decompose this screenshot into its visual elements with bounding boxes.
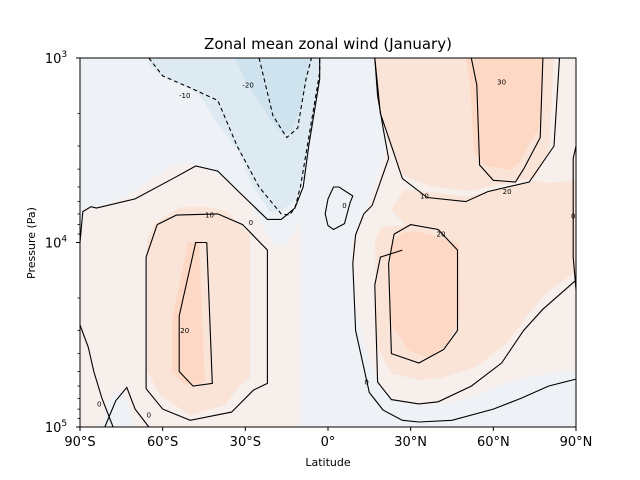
contour-line-0-6 bbox=[324, 186, 354, 231]
contour-line-20-12 bbox=[388, 224, 459, 364]
contour-label: 20 bbox=[437, 231, 446, 239]
contour-line-20-13 bbox=[470, 57, 544, 183]
contour-line-0-7 bbox=[572, 145, 577, 290]
contour-line-10-10 bbox=[374, 249, 577, 405]
y-tick-label: 104 bbox=[45, 235, 68, 252]
contour-line-0-4 bbox=[79, 324, 114, 428]
x-tick-label: 60°S bbox=[147, 435, 178, 450]
contour-label: 20 bbox=[503, 188, 512, 196]
fill-above-20-north-b bbox=[466, 58, 543, 170]
contour-line-10-9 bbox=[374, 57, 561, 203]
contour-label: 20 bbox=[180, 327, 189, 335]
y-axis-label: Pressure (Pa) bbox=[25, 207, 38, 279]
contour-line-0-5 bbox=[104, 386, 150, 428]
contour-line-0-2 bbox=[79, 58, 321, 243]
positive-wind-regions bbox=[80, 58, 576, 427]
contour-line--20-0 bbox=[258, 57, 313, 139]
x-tick-label: 30°N bbox=[394, 435, 427, 450]
contour-line-20-11 bbox=[178, 241, 213, 387]
chart-title: Zonal mean zonal wind (January) bbox=[204, 35, 452, 53]
x-tick-label: 90°N bbox=[560, 435, 593, 450]
y-tick-label: 103 bbox=[45, 50, 67, 67]
x-tick-label: 60°N bbox=[477, 435, 510, 450]
contour-label: 0 bbox=[571, 213, 575, 221]
contour-label: 10 bbox=[205, 212, 214, 220]
contour-lines bbox=[79, 57, 577, 428]
y-tick-label: 105 bbox=[45, 419, 67, 436]
contour-label: 0 bbox=[342, 202, 346, 210]
fill-above-20-north-a bbox=[391, 231, 460, 358]
contour-label: 10 bbox=[420, 193, 429, 201]
x-tick-label: 30°S bbox=[230, 435, 261, 450]
x-axis-label: Latitude bbox=[305, 456, 351, 469]
x-tick-label: 90°S bbox=[64, 435, 95, 450]
contour-label: 30 bbox=[497, 79, 506, 87]
contour-label: -20 bbox=[242, 81, 253, 89]
contour-line--10-1 bbox=[148, 57, 321, 216]
contour-labels: -10 -20 10 0 20 0 0 0 10 20 20 30 0 0 bbox=[97, 79, 575, 420]
contour-label: 0 bbox=[249, 219, 253, 227]
contour-label: 0 bbox=[364, 378, 368, 386]
contour-label: -10 bbox=[179, 92, 190, 100]
fill-below-minus20 bbox=[235, 58, 312, 135]
contour-line-0-3 bbox=[352, 57, 577, 423]
contour-label: 0 bbox=[97, 400, 101, 408]
fill-above-20-south bbox=[172, 242, 205, 385]
x-tick-label: 0° bbox=[321, 435, 336, 450]
negative-wind-regions bbox=[148, 58, 320, 212]
contour-line-10-8 bbox=[145, 213, 268, 421]
x-axis: 90°S 60°S 30°S 0° 30°N 60°N 90°N bbox=[64, 427, 592, 450]
plot-area: -10 -20 10 0 20 0 0 0 10 20 20 30 0 0 bbox=[79, 57, 577, 428]
y-axis: 103 104 105 bbox=[45, 50, 80, 436]
contour-label: 0 bbox=[147, 411, 151, 419]
